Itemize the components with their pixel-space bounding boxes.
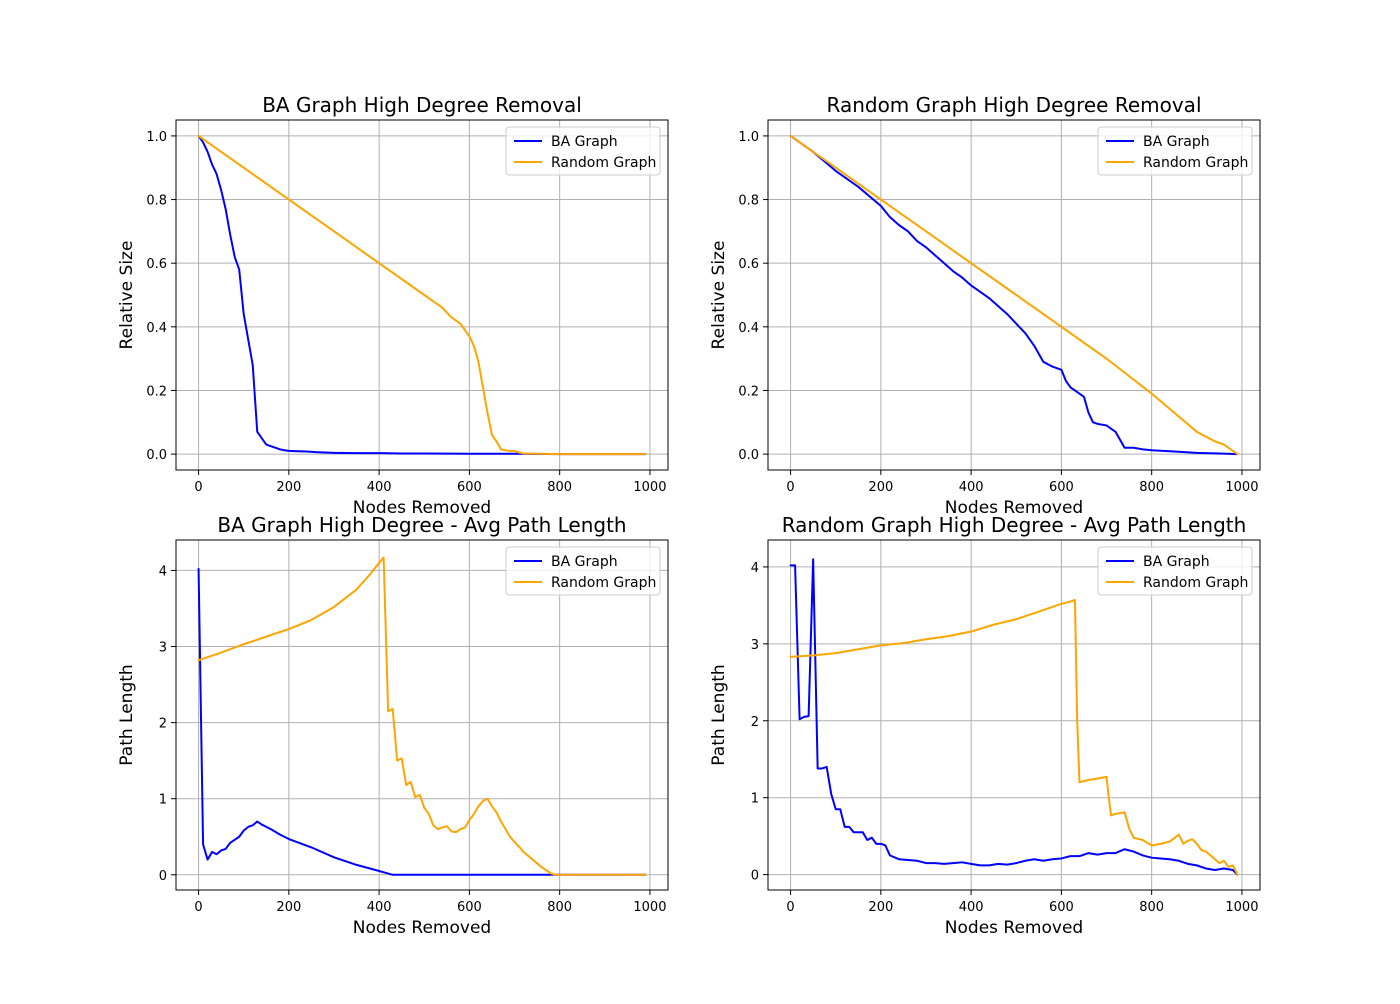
y-tick-label: 0.8 bbox=[738, 194, 759, 209]
y-tick-label: 4 bbox=[159, 564, 167, 579]
y-tick-label: 0 bbox=[751, 869, 759, 884]
legend: BA Graph Random Graph bbox=[505, 546, 661, 596]
axes-frame bbox=[175, 539, 669, 891]
x-tick-label: 400 bbox=[367, 900, 392, 915]
axes-frame bbox=[175, 119, 669, 471]
y-tick-label: 2 bbox=[751, 715, 759, 730]
series-line-random-graph bbox=[789, 134, 1239, 456]
legend-box bbox=[505, 546, 661, 596]
x-tick-label: 600 bbox=[1049, 480, 1074, 495]
legend-label: Random Graph bbox=[551, 575, 656, 591]
x-tick-label: 1000 bbox=[1225, 900, 1258, 915]
x-tick-label: 1000 bbox=[633, 900, 666, 915]
x-tick-label: 200 bbox=[276, 900, 301, 915]
series-line-ba-graph bbox=[789, 134, 1239, 456]
chart-panel-2: 0 200 400 600 800 1000 0.0 0.2 0.4 0.6 0.8 1.0 Rando… bbox=[709, 93, 1261, 518]
x-tick-label: 600 bbox=[1049, 900, 1074, 915]
series-line-random-graph bbox=[197, 134, 647, 456]
x-tick-label: 1000 bbox=[633, 480, 666, 495]
x-tick-label: 200 bbox=[868, 480, 893, 495]
legend-box bbox=[1097, 546, 1253, 596]
chart-panel-1: 0 200 400 600 800 1000 0.0 0.2 0.4 0.6 0.8 1.0 BA Gr… bbox=[117, 93, 669, 518]
series-line-random-graph bbox=[197, 556, 647, 876]
y-axis-label: Path Length bbox=[117, 664, 137, 765]
legend-box bbox=[505, 126, 661, 176]
x-tick-label: 0 bbox=[786, 480, 794, 495]
x-tick-label: 600 bbox=[457, 480, 482, 495]
x-tick-label: 800 bbox=[1139, 900, 1164, 915]
y-axis-label: Relative Size bbox=[117, 241, 137, 350]
series-line-random-graph bbox=[789, 599, 1239, 876]
y-tick-label: 3 bbox=[159, 641, 167, 656]
legend-label: BA Graph bbox=[551, 134, 618, 150]
x-axis-label: Nodes Removed bbox=[353, 498, 491, 518]
x-tick-label: 600 bbox=[457, 900, 482, 915]
y-tick-label: 0.2 bbox=[146, 384, 167, 399]
legend: BA Graph Random Graph bbox=[1097, 546, 1253, 596]
y-tick-label: 1.0 bbox=[738, 130, 759, 145]
y-tick-label: 0.6 bbox=[738, 257, 759, 272]
y-tick-label: 4 bbox=[751, 561, 759, 576]
legend-label: BA Graph bbox=[1143, 134, 1210, 150]
series-line-ba-graph bbox=[789, 558, 1239, 876]
y-tick-label: 0.2 bbox=[738, 384, 759, 399]
y-tick-label: 1.0 bbox=[146, 130, 167, 145]
legend-box bbox=[1097, 126, 1253, 176]
x-tick-label: 0 bbox=[786, 900, 794, 915]
legend-label: BA Graph bbox=[1143, 554, 1210, 570]
y-tick-label: 0.6 bbox=[146, 257, 167, 272]
x-axis-label: Nodes Removed bbox=[945, 918, 1083, 938]
y-tick-label: 1 bbox=[159, 793, 167, 808]
y-tick-label: 2 bbox=[159, 717, 167, 732]
y-tick-label: 0.0 bbox=[146, 448, 167, 463]
legend-label: Random Graph bbox=[1143, 155, 1248, 171]
y-tick-label: 3 bbox=[751, 638, 759, 653]
x-tick-label: 0 bbox=[194, 480, 202, 495]
chart-title: BA Graph High Degree Removal bbox=[262, 93, 582, 117]
y-tick-label: 0.0 bbox=[738, 448, 759, 463]
x-tick-label: 200 bbox=[868, 900, 893, 915]
legend-label: BA Graph bbox=[551, 554, 618, 570]
x-tick-label: 800 bbox=[1139, 480, 1164, 495]
y-tick-label: 1 bbox=[751, 792, 759, 807]
legend: BA Graph Random Graph bbox=[1097, 126, 1253, 176]
x-tick-label: 400 bbox=[959, 900, 984, 915]
x-tick-label: 200 bbox=[276, 480, 301, 495]
chart-title: Random Graph High Degree Removal bbox=[826, 93, 1201, 117]
chart-panel-3: 0 200 400 600 800 1000 0 1 2 3 4 BA Graph High Degr… bbox=[117, 513, 669, 938]
y-tick-label: 0.8 bbox=[146, 194, 167, 209]
x-tick-label: 0 bbox=[194, 900, 202, 915]
legend-label: Random Graph bbox=[551, 155, 656, 171]
series-line-ba-graph bbox=[197, 134, 647, 456]
x-axis-label: Nodes Removed bbox=[945, 498, 1083, 518]
x-axis-label: Nodes Removed bbox=[353, 918, 491, 938]
y-axis-label: Relative Size bbox=[709, 241, 729, 350]
y-tick-label: 0.4 bbox=[146, 321, 167, 336]
legend: BA Graph Random Graph bbox=[505, 126, 661, 176]
axes-frame bbox=[767, 119, 1261, 471]
chart-title: BA Graph High Degree - Avg Path Length bbox=[217, 513, 626, 537]
series-line-ba-graph bbox=[197, 567, 647, 876]
x-tick-label: 800 bbox=[547, 480, 572, 495]
x-tick-label: 800 bbox=[547, 900, 572, 915]
y-tick-label: 0 bbox=[159, 869, 167, 884]
x-tick-label: 1000 bbox=[1225, 480, 1258, 495]
x-tick-label: 400 bbox=[959, 480, 984, 495]
y-tick-label: 0.4 bbox=[738, 321, 759, 336]
chart-title: Random Graph High Degree - Avg Path Leng… bbox=[782, 513, 1247, 537]
y-axis-label: Path Length bbox=[709, 664, 729, 765]
x-tick-label: 400 bbox=[367, 480, 392, 495]
chart-panel-4: 0 200 400 600 800 1000 0 1 2 3 4 Random Graph High … bbox=[709, 513, 1261, 938]
legend-label: Random Graph bbox=[1143, 575, 1248, 591]
axes-frame bbox=[767, 539, 1261, 891]
